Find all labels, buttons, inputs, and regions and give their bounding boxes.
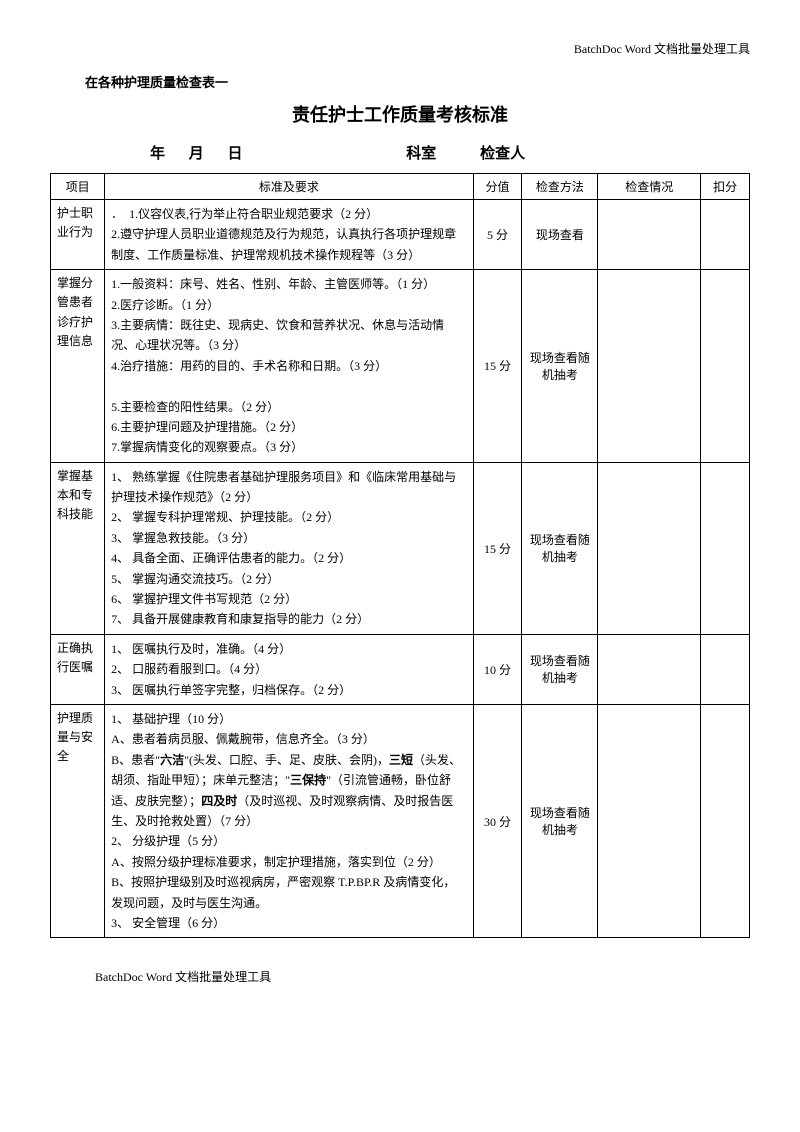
- th-deduct: 扣分: [701, 174, 750, 200]
- footer-text: BatchDoc Word 文档批量处理工具: [50, 968, 750, 985]
- score-cell: 30 分: [473, 704, 522, 937]
- date-row: 年 月 日 科室 检查人: [50, 142, 750, 163]
- criteria-cell: ． 1.仪容仪表,行为举止符合职业规范要求（2 分）2.遵守护理人员职业道德规范…: [105, 200, 473, 270]
- method-cell: 现场查看随机抽考: [522, 270, 598, 463]
- method-cell: 现场查看: [522, 200, 598, 270]
- subtitle: 在各种护理质量检查表一: [50, 72, 750, 91]
- criteria-cell: 1.一般资料：床号、姓名、性别、年龄、主管医师等。（1 分）2.医疗诊断。（1 …: [105, 270, 473, 463]
- dept-label: 科室: [406, 142, 436, 163]
- day-label: 日: [228, 142, 243, 163]
- score-cell: 15 分: [473, 270, 522, 463]
- th-project: 项目: [51, 174, 105, 200]
- check-cell: [598, 462, 701, 634]
- inspector-label: 检查人: [480, 142, 525, 163]
- table-row: 正确执行医嘱1、 医嘱执行及时，准确。（4 分）2、 口服药看服到口。（4 分）…: [51, 634, 750, 704]
- project-cell: 掌握基本和专科技能: [51, 462, 105, 634]
- table-header-row: 项目 标准及要求 分值 检查方法 检查情况 扣分: [51, 174, 750, 200]
- score-cell: 15 分: [473, 462, 522, 634]
- project-cell: 掌握分 管患者 诊疗护 理信息: [51, 270, 105, 463]
- score-cell: 10 分: [473, 634, 522, 704]
- table-row: 护士职业行为． 1.仪容仪表,行为举止符合职业规范要求（2 分）2.遵守护理人员…: [51, 200, 750, 270]
- project-cell: 正确执行医嘱: [51, 634, 105, 704]
- project-cell: 护士职业行为: [51, 200, 105, 270]
- deduct-cell: [701, 270, 750, 463]
- year-label: 年: [150, 142, 165, 163]
- check-cell: [598, 200, 701, 270]
- quality-table: 项目 标准及要求 分值 检查方法 检查情况 扣分 护士职业行为． 1.仪容仪表,…: [50, 173, 750, 938]
- score-cell: 5 分: [473, 200, 522, 270]
- check-cell: [598, 270, 701, 463]
- main-title: 责任护士工作质量考核标准: [50, 101, 750, 127]
- project-cell: 护理质量与安全: [51, 704, 105, 937]
- deduct-cell: [701, 634, 750, 704]
- th-check: 检查情况: [598, 174, 701, 200]
- table-row: 掌握基本和专科技能1、 熟练掌握《住院患者基础护理服务项目》和《临床常用基础与护…: [51, 462, 750, 634]
- check-cell: [598, 704, 701, 937]
- method-cell: 现场查看随机抽考: [522, 704, 598, 937]
- th-score: 分值: [473, 174, 522, 200]
- method-cell: 现场查看随机抽考: [522, 462, 598, 634]
- th-method: 检查方法: [522, 174, 598, 200]
- th-criteria: 标准及要求: [105, 174, 473, 200]
- criteria-cell: 1、 医嘱执行及时，准确。（4 分）2、 口服药看服到口。（4 分）3、 医嘱执…: [105, 634, 473, 704]
- table-row: 护理质量与安全1、 基础护理（10 分）A、患者着病员服、佩戴腕带，信息齐全。（…: [51, 704, 750, 937]
- table-row: 掌握分 管患者 诊疗护 理信息1.一般资料：床号、姓名、性别、年龄、主管医师等。…: [51, 270, 750, 463]
- month-label: 月: [189, 142, 204, 163]
- method-cell: 现场查看随机抽考: [522, 634, 598, 704]
- deduct-cell: [701, 462, 750, 634]
- criteria-cell: 1、 熟练掌握《住院患者基础护理服务项目》和《临床常用基础与护理技术操作规范》（…: [105, 462, 473, 634]
- criteria-cell: 1、 基础护理（10 分）A、患者着病员服、佩戴腕带，信息齐全。（3 分）B、患…: [105, 704, 473, 937]
- deduct-cell: [701, 200, 750, 270]
- deduct-cell: [701, 704, 750, 937]
- check-cell: [598, 634, 701, 704]
- header-right-text: BatchDoc Word 文档批量处理工具: [50, 40, 750, 57]
